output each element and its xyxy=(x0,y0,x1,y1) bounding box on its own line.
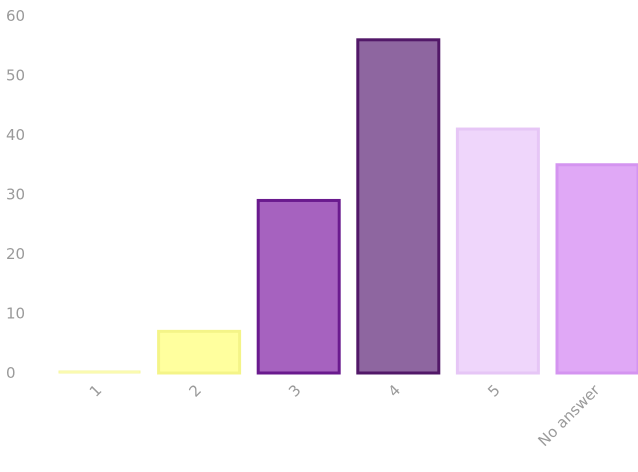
x-category-label: 2 xyxy=(185,381,204,400)
y-tick-label: 30 xyxy=(6,186,25,204)
y-tick-label: 0 xyxy=(6,364,16,382)
x-category-label: No answer xyxy=(534,381,603,450)
bar xyxy=(157,329,242,375)
x-category-label: 1 xyxy=(86,381,105,400)
bar xyxy=(58,370,141,374)
x-category-label: 3 xyxy=(285,381,304,400)
x-axis-labels: 1 2 3 4 5 No answer xyxy=(86,381,604,450)
bar xyxy=(356,38,441,375)
y-tick-label: 10 xyxy=(6,305,25,323)
y-tick-label: 40 xyxy=(6,126,25,144)
x-category-label: 4 xyxy=(385,381,404,400)
y-tick-label: 20 xyxy=(6,245,25,263)
bar xyxy=(555,163,638,375)
bars xyxy=(58,38,638,375)
y-tick-label: 50 xyxy=(6,67,25,85)
x-category-label: 5 xyxy=(484,381,503,400)
bar xyxy=(256,198,341,375)
y-tick-label: 60 xyxy=(6,7,25,25)
y-axis-ticks: 0 10 20 30 40 50 60 xyxy=(6,7,25,382)
bar xyxy=(455,127,540,375)
